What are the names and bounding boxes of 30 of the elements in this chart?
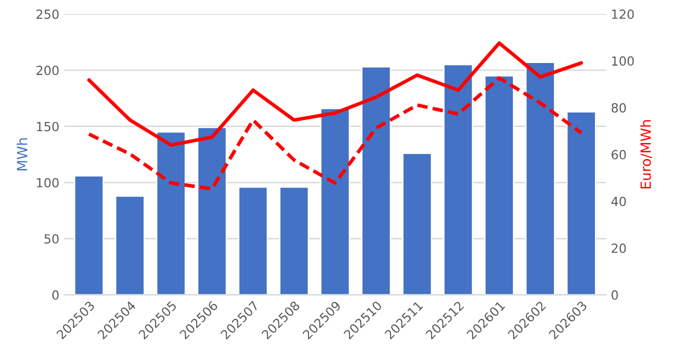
y2-tick-label: 100: [612, 56, 634, 66]
line-series: [87, 76, 584, 191]
bar: [402, 152, 432, 295]
bar: [443, 64, 474, 295]
bar: [361, 66, 392, 295]
y-tick-label: 100: [36, 178, 59, 188]
y2-axis-title: Euro/MWh: [640, 120, 652, 188]
bar: [156, 131, 186, 295]
bar: [238, 186, 268, 295]
bar: [320, 108, 350, 295]
y-tick-label: 200: [36, 66, 59, 76]
line-series: [87, 41, 584, 147]
bar: [196, 126, 228, 295]
y2-tick-label: 40: [611, 196, 626, 206]
y-tick-label: 150: [36, 122, 59, 132]
y-axis-title: MWh: [16, 138, 28, 170]
bar: [279, 186, 310, 295]
y-tick-label: 50: [44, 234, 59, 244]
y2-tick-label: 60: [612, 150, 626, 160]
bar: [74, 175, 104, 295]
bar: [525, 62, 556, 295]
y2-tick-label: 80: [612, 103, 626, 113]
bar: [566, 111, 596, 295]
y2-tick-label: 120: [612, 10, 634, 19]
y-tick-label: 0: [52, 290, 59, 300]
bar: [484, 75, 514, 295]
y2-tick-label: 20: [612, 244, 626, 253]
bar: [114, 195, 146, 295]
y2-tick-label: 0: [612, 290, 618, 300]
y-tick-label: 250: [36, 10, 59, 19]
